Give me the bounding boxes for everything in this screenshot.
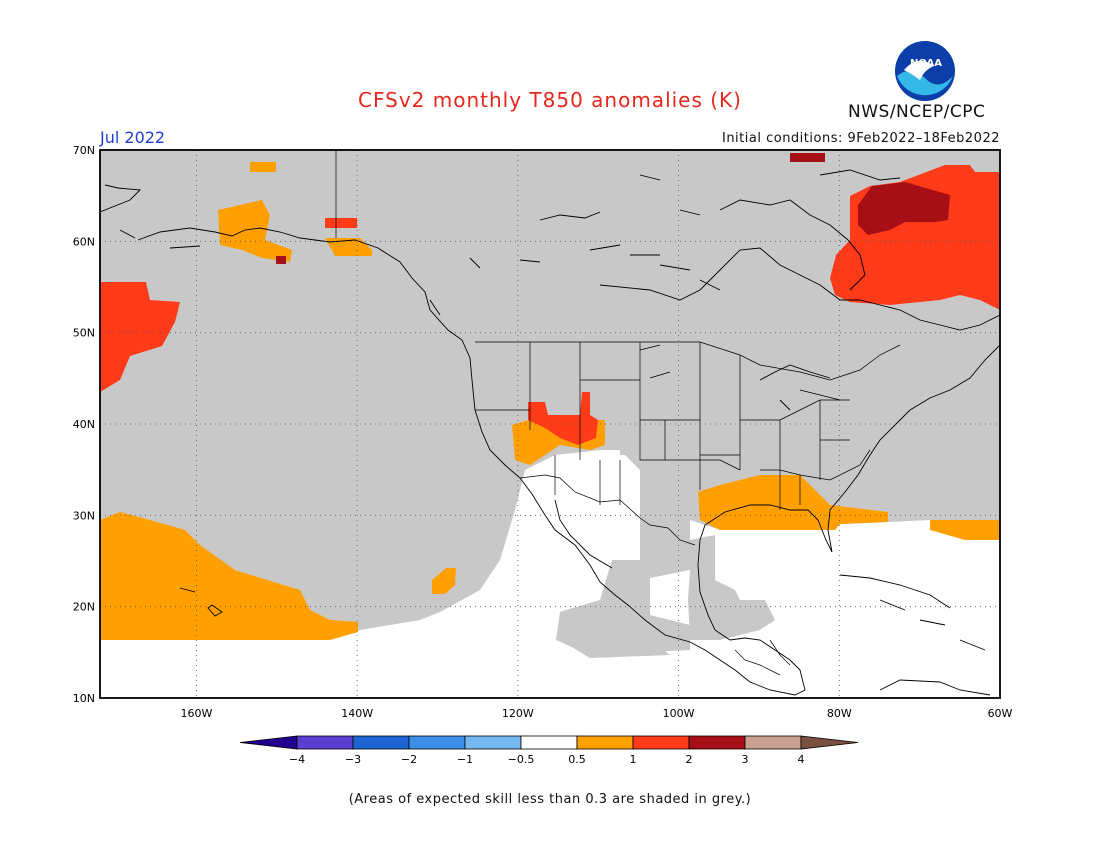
colorbar-swatch [296,735,354,750]
colorbar-swatch [408,735,466,750]
lon-tick-label: 160W [180,707,212,720]
colorbar-swatch [744,735,802,750]
anomaly-red [830,165,1000,310]
anomaly-orange [930,520,1000,540]
coastline [639,344,841,411]
colorbar-label: −2 [401,753,417,766]
agency-label: NWS/NCEP/CPC [848,102,986,122]
anomaly-orange [218,200,292,262]
lat-tick-label: 70N [73,144,95,157]
colorbar-label: −1 [457,753,473,766]
colorbar-arrow-right [800,735,859,750]
anomaly-darkred [276,256,286,264]
lon-tick-label: 140W [341,707,373,720]
colorbar-label: −0.5 [508,753,535,766]
forecast-month: Jul 2022 [100,128,166,147]
colorbar-label: 3 [742,753,749,766]
colorbar-label: 1 [630,753,637,766]
chart-title: CFSv2 monthly T850 anomalies (K) [358,88,742,112]
grey-region [688,535,775,640]
lat-tick-label: 60N [73,235,95,248]
colorbar-label: −4 [289,753,305,766]
coastline [119,174,721,291]
colorbar-label: 4 [798,753,805,766]
coastlines [100,169,1000,696]
coastline [719,169,901,291]
lon-tick-label: 60W [988,707,1013,720]
graticule [100,150,1000,698]
colorbar: −4 −3 −2 −1 −0.5 0.5 1 2 3 4 [239,735,859,766]
noaa-logo-icon: NOAA [895,41,955,101]
anomaly-red [528,392,598,445]
lat-tick-label: 10N [73,692,95,705]
colorbar-swatch [520,735,578,750]
border [475,342,871,510]
anomaly-darkred [790,153,825,162]
anomaly-orange [325,238,372,256]
anomaly-red [100,282,180,392]
boundaries [335,150,901,676]
anomaly-darkred [858,182,950,235]
map-background [100,150,1000,698]
anomaly-red [325,218,357,228]
colorbar-label: 2 [686,753,693,766]
colorbar-label: 0.5 [568,753,586,766]
coastline [100,184,806,696]
footnote: (Areas of expected skill less than 0.3 a… [348,792,752,807]
border [519,474,696,546]
anomaly-orange [698,475,888,530]
logo-text: NOAA [910,58,942,69]
grey-region [560,600,670,658]
coastline [429,247,1000,331]
border [734,639,791,676]
anomaly-orange [512,418,605,465]
coastline [179,574,991,696]
colorbar-label: −3 [345,753,361,766]
axis-labels: 160W 140W 120W 100W 80W 60W 10N 20N 30N 40N 50N 60N… [73,144,1013,720]
anomaly-orange [100,512,358,640]
colorbar-swatch [576,735,634,750]
colorbar-arrow-left [239,735,298,750]
colorbar-swatch [632,735,690,750]
colorbar-swatch [464,735,522,750]
lon-tick-label: 120W [502,707,534,720]
lon-tick-label: 80W [827,707,852,720]
lat-tick-label: 30N [73,509,95,522]
anomaly-orange [250,162,276,172]
lon-tick-label: 100W [663,707,695,720]
border [335,150,901,381]
initial-conditions: Initial conditions: 9Feb2022–18Feb2022 [721,131,1000,146]
coastline [697,344,1000,691]
lat-tick-label: 50N [73,327,95,340]
anomaly-orange [432,568,456,594]
colorbar-swatch [352,735,410,750]
map-frame [99,149,1001,699]
colorbar-swatch [688,735,746,750]
neutral-region [100,455,1000,698]
lat-tick-label: 20N [73,601,95,614]
lat-tick-label: 40N [73,418,95,431]
neutral-region [555,450,620,515]
